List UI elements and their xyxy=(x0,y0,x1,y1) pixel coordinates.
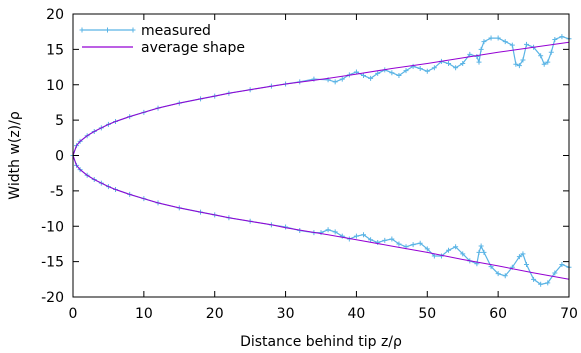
data-point-measured xyxy=(495,35,501,41)
data-point-measured xyxy=(559,261,565,267)
data-point-measured xyxy=(541,61,547,67)
data-point-measured xyxy=(552,270,558,276)
data-point-measured xyxy=(478,46,484,52)
x-tick-label: 20 xyxy=(206,306,224,322)
data-point-measured xyxy=(403,68,409,74)
data-point-measured xyxy=(424,246,430,252)
data-point-measured xyxy=(523,41,529,47)
data-point-measured xyxy=(476,249,482,255)
data-point-measured xyxy=(382,237,388,243)
y-tick-label: 20 xyxy=(46,7,64,23)
data-point-measured xyxy=(552,36,558,42)
data-point-measured xyxy=(548,49,554,55)
data-point-measured xyxy=(523,261,529,267)
legend-label-average-shape: average shape xyxy=(141,40,245,56)
data-point-measured xyxy=(375,70,381,76)
series-layer xyxy=(70,34,572,287)
y-axis-label: Width w(z)/ρ xyxy=(7,111,23,200)
data-point-measured xyxy=(531,276,537,282)
y-tick-label: -5 xyxy=(50,184,64,200)
data-point-measured xyxy=(476,59,482,65)
data-point-measured xyxy=(559,34,565,40)
x-tick-label: 30 xyxy=(277,306,295,322)
data-point-measured xyxy=(460,61,466,67)
data-point-measured xyxy=(410,63,416,69)
data-point-measured xyxy=(478,243,484,249)
data-point-measured xyxy=(545,59,551,65)
x-tick-label: 0 xyxy=(69,306,78,322)
data-point-measured xyxy=(332,229,338,235)
data-point-measured xyxy=(516,63,522,69)
y-tick-label: -15 xyxy=(41,255,64,271)
x-tick-label: 50 xyxy=(418,306,436,322)
data-point-measured xyxy=(474,53,480,59)
data-point-measured xyxy=(389,236,395,242)
y-tick-label: -20 xyxy=(41,290,64,306)
data-point-measured xyxy=(361,73,367,79)
data-point-measured xyxy=(361,232,367,238)
data-point-measured xyxy=(396,73,402,79)
data-point-measured xyxy=(467,51,473,57)
data-point-measured xyxy=(424,68,430,74)
series-average-shape-branch-lower xyxy=(72,155,570,280)
data-point-measured xyxy=(520,251,526,257)
data-point-measured xyxy=(417,240,423,246)
data-point-measured xyxy=(453,65,459,71)
data-point-measured xyxy=(325,227,331,233)
legend-marker-measured xyxy=(130,27,136,33)
data-point-measured xyxy=(538,53,544,59)
data-point-measured xyxy=(410,242,416,248)
data-point-measured xyxy=(368,75,374,81)
data-point-measured xyxy=(318,230,324,236)
data-point-measured xyxy=(375,240,381,246)
plot-frame xyxy=(72,13,570,298)
x-tick-label: 60 xyxy=(489,306,507,322)
data-point-measured xyxy=(368,237,374,243)
data-point-measured xyxy=(545,280,551,286)
x-tick-label: 10 xyxy=(135,306,153,322)
x-tick-label: 40 xyxy=(348,306,366,322)
data-point-measured xyxy=(538,281,544,287)
data-point-measured xyxy=(431,65,437,71)
y-tick-label: 15 xyxy=(46,42,64,58)
data-point-measured xyxy=(502,39,508,45)
legend: measured average shape xyxy=(79,23,245,56)
data-point-measured xyxy=(495,271,501,277)
ticks-layer: 0 10 20 30 40 50 60 70 -20 -15 -10 -5 0 5 10 15 20 xyxy=(41,7,578,322)
series-average-shape-branch-upper xyxy=(72,41,570,156)
data-point-measured xyxy=(339,233,345,239)
data-point-measured xyxy=(332,79,338,85)
data-point-measured xyxy=(481,39,487,45)
legend-marker-measured xyxy=(105,27,110,33)
data-point-measured xyxy=(502,273,508,279)
data-point-measured xyxy=(446,247,452,253)
data-point-measured xyxy=(389,70,395,76)
y-tick-label: 5 xyxy=(55,113,64,129)
data-point-measured xyxy=(520,57,526,63)
data-point-measured xyxy=(481,249,487,255)
data-point-measured xyxy=(339,76,345,82)
data-point-measured xyxy=(396,241,402,247)
x-axis-label: Distance behind tip z/ρ xyxy=(240,334,402,350)
data-point-measured xyxy=(417,65,423,71)
data-point-measured xyxy=(446,61,452,67)
data-point-measured xyxy=(460,251,466,257)
y-tick-label: 10 xyxy=(46,78,64,94)
y-tick-label: -10 xyxy=(41,219,64,235)
y-tick-label: 0 xyxy=(55,149,64,165)
data-point-measured xyxy=(488,35,494,41)
data-point-measured xyxy=(353,233,359,239)
data-point-measured xyxy=(509,42,515,48)
data-point-measured xyxy=(516,254,522,260)
x-tick-label: 70 xyxy=(560,306,578,322)
data-point-measured xyxy=(453,244,459,250)
legend-marker-measured xyxy=(79,27,85,33)
data-point-measured xyxy=(513,61,519,67)
legend-label-measured: measured xyxy=(141,23,211,39)
